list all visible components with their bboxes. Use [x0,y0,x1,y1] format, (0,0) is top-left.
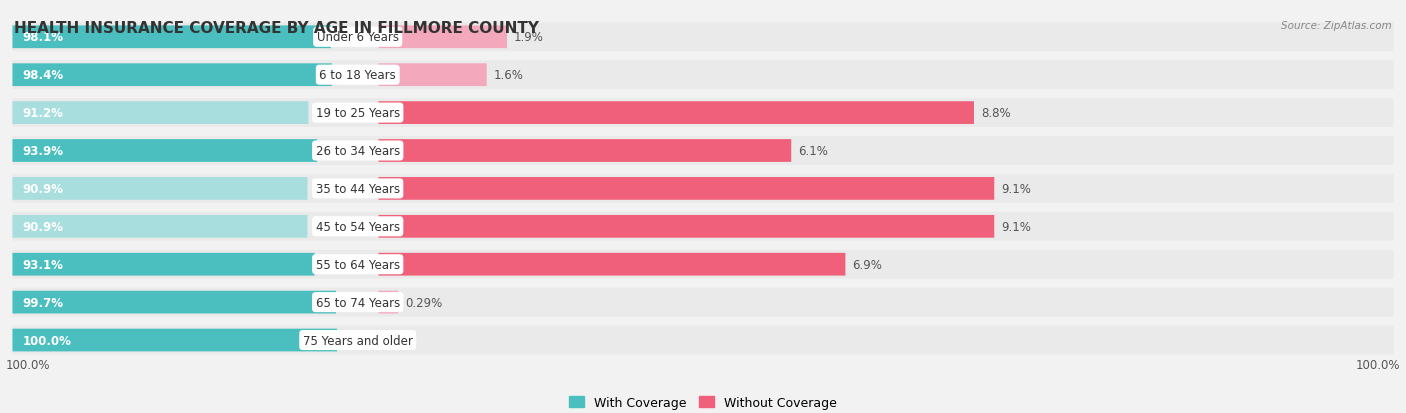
FancyBboxPatch shape [378,64,486,87]
FancyBboxPatch shape [378,140,792,162]
Text: 75 Years and older: 75 Years and older [302,334,413,347]
Text: 100.0%: 100.0% [6,358,51,371]
Text: 1.9%: 1.9% [515,31,544,44]
Text: 6 to 18 Years: 6 to 18 Years [319,69,396,82]
Text: 9.1%: 9.1% [1001,220,1031,233]
Text: 90.9%: 90.9% [22,183,63,195]
FancyBboxPatch shape [13,250,1393,279]
Text: 35 to 44 Years: 35 to 44 Years [316,183,399,195]
Text: 6.9%: 6.9% [852,258,882,271]
Text: 1.6%: 1.6% [494,69,523,82]
FancyBboxPatch shape [378,253,845,276]
Text: 9.1%: 9.1% [1001,183,1031,195]
Text: 90.9%: 90.9% [22,220,63,233]
Text: 99.7%: 99.7% [22,296,63,309]
FancyBboxPatch shape [13,26,330,49]
FancyBboxPatch shape [13,175,1393,203]
Text: Source: ZipAtlas.com: Source: ZipAtlas.com [1281,21,1392,31]
Text: 100.0%: 100.0% [1355,358,1400,371]
FancyBboxPatch shape [378,26,508,49]
FancyBboxPatch shape [13,137,1393,166]
Text: 55 to 64 Years: 55 to 64 Years [316,258,399,271]
Text: 8.8%: 8.8% [981,107,1011,120]
Text: 19 to 25 Years: 19 to 25 Years [315,107,399,120]
Text: 91.2%: 91.2% [22,107,63,120]
FancyBboxPatch shape [13,291,336,314]
Legend: With Coverage, Without Coverage: With Coverage, Without Coverage [564,391,842,413]
Text: 98.1%: 98.1% [22,31,63,44]
Text: 0.29%: 0.29% [405,296,443,309]
FancyBboxPatch shape [13,326,1393,355]
Text: Under 6 Years: Under 6 Years [316,31,399,44]
FancyBboxPatch shape [13,329,337,351]
FancyBboxPatch shape [13,23,1393,52]
FancyBboxPatch shape [13,216,308,238]
Text: 93.9%: 93.9% [22,145,63,158]
FancyBboxPatch shape [13,64,332,87]
FancyBboxPatch shape [13,288,1393,317]
FancyBboxPatch shape [13,61,1393,90]
FancyBboxPatch shape [378,291,398,314]
FancyBboxPatch shape [13,253,315,276]
Text: 98.4%: 98.4% [22,69,63,82]
FancyBboxPatch shape [13,212,1393,241]
FancyBboxPatch shape [378,216,994,238]
Text: 100.0%: 100.0% [22,334,72,347]
Text: 0.0%: 0.0% [385,334,415,347]
FancyBboxPatch shape [13,140,318,162]
Text: 93.1%: 93.1% [22,258,63,271]
Text: HEALTH INSURANCE COVERAGE BY AGE IN FILLMORE COUNTY: HEALTH INSURANCE COVERAGE BY AGE IN FILL… [14,21,538,36]
FancyBboxPatch shape [378,102,974,125]
Text: 45 to 54 Years: 45 to 54 Years [316,220,399,233]
FancyBboxPatch shape [13,99,1393,128]
FancyBboxPatch shape [13,178,308,200]
FancyBboxPatch shape [378,178,994,200]
Text: 26 to 34 Years: 26 to 34 Years [315,145,399,158]
FancyBboxPatch shape [13,102,308,125]
Text: 65 to 74 Years: 65 to 74 Years [315,296,399,309]
Text: 6.1%: 6.1% [799,145,828,158]
